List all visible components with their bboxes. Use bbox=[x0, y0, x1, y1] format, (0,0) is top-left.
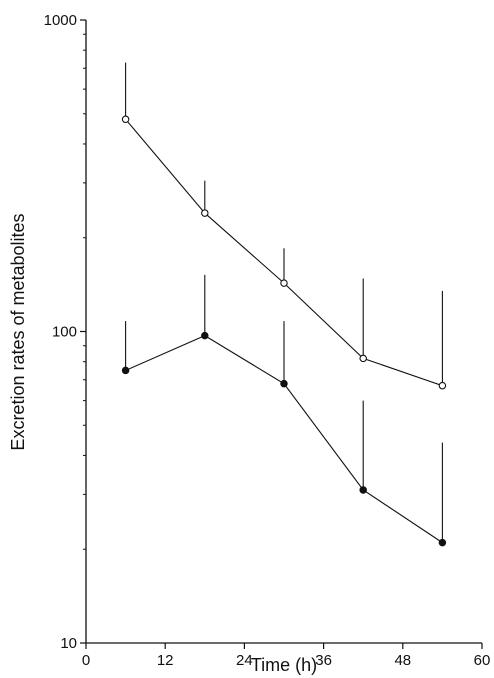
x-tick-label: 48 bbox=[394, 652, 411, 669]
y-tick-label: 10 bbox=[60, 635, 77, 652]
x-tick-label: 12 bbox=[157, 652, 174, 669]
x-tick-label: 0 bbox=[82, 652, 90, 669]
x-tick-label: 36 bbox=[315, 652, 332, 669]
filled-circle-point bbox=[359, 486, 367, 494]
series-2 bbox=[121, 274, 447, 547]
y-axis-title: Excretion rates of metabolites bbox=[8, 213, 28, 450]
open-circle-point bbox=[359, 354, 367, 363]
open-circle-point bbox=[201, 209, 209, 217]
y-axis-ticks: 10 100 1000 bbox=[44, 12, 86, 652]
open-circle-point bbox=[280, 279, 288, 287]
series-layer bbox=[121, 62, 447, 547]
x-axis-ticks: 0 12 24 36 48 60 bbox=[82, 643, 491, 669]
y-tick-label: 1000 bbox=[44, 12, 77, 29]
filled-circle-point bbox=[121, 366, 130, 375]
filled-circle-point bbox=[280, 379, 288, 388]
filled-circle-point bbox=[438, 538, 447, 547]
y-tick-label: 100 bbox=[52, 324, 77, 341]
series-1 bbox=[121, 62, 447, 390]
filled-circle-point bbox=[201, 331, 209, 340]
open-circle-point bbox=[121, 115, 130, 124]
x-tick-label: 60 bbox=[474, 652, 491, 669]
open-circle-point bbox=[438, 381, 447, 390]
x-tick-label: 24 bbox=[236, 652, 253, 669]
x-axis-title: Time (h) bbox=[251, 655, 317, 675]
